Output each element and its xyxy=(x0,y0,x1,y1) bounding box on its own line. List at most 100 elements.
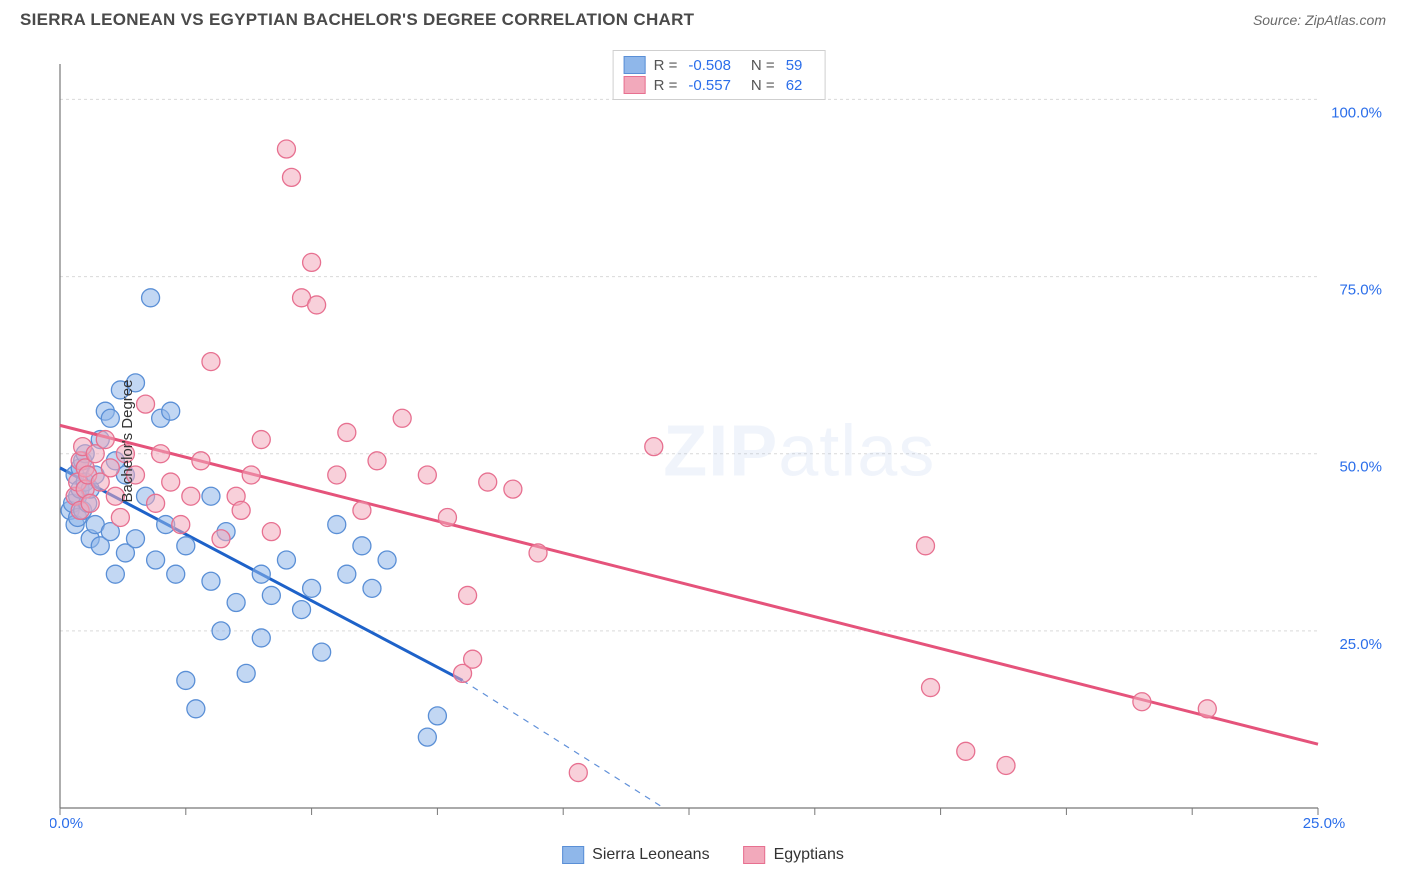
data-point xyxy=(237,664,255,682)
legend-label: Egyptians xyxy=(774,846,844,864)
source-label: Source: xyxy=(1253,12,1305,28)
data-point xyxy=(101,409,119,427)
data-point xyxy=(111,508,129,526)
legend-swatch-icon xyxy=(624,56,646,74)
y-tick-label: 50.0% xyxy=(1339,459,1382,476)
data-point xyxy=(353,537,371,555)
data-point xyxy=(282,168,300,186)
data-point xyxy=(328,516,346,534)
data-point xyxy=(192,452,210,470)
data-point xyxy=(147,494,165,512)
data-point xyxy=(338,565,356,583)
r-label: R = xyxy=(654,77,678,94)
data-point xyxy=(126,530,144,548)
n-value: 62 xyxy=(786,77,803,94)
data-point xyxy=(363,579,381,597)
data-point xyxy=(262,586,280,604)
data-point xyxy=(162,402,180,420)
source-value: ZipAtlas.com xyxy=(1305,12,1386,28)
data-point xyxy=(202,353,220,371)
series-legend: Sierra Leoneans Egyptians xyxy=(562,846,844,864)
data-point xyxy=(106,565,124,583)
chart-title: SIERRA LEONEAN VS EGYPTIAN BACHELOR'S DE… xyxy=(20,10,694,30)
legend-item: Egyptians xyxy=(744,846,844,864)
n-label: N = xyxy=(751,57,775,74)
data-point xyxy=(212,530,230,548)
data-point xyxy=(177,671,195,689)
data-point xyxy=(459,586,477,604)
data-point xyxy=(172,516,190,534)
data-point xyxy=(438,508,456,526)
data-point xyxy=(1198,700,1216,718)
legend-row: R =-0.508N =59 xyxy=(624,55,815,75)
r-value: -0.508 xyxy=(688,57,731,74)
data-point xyxy=(202,487,220,505)
y-axis-label: Bachelor's Degree xyxy=(119,380,136,503)
data-point xyxy=(212,622,230,640)
y-tick-label: 75.0% xyxy=(1339,282,1382,299)
legend-swatch-icon xyxy=(562,846,584,864)
data-point xyxy=(922,679,940,697)
data-point xyxy=(997,756,1015,774)
data-point xyxy=(262,523,280,541)
data-point xyxy=(167,565,185,583)
scatter-plot: 25.0% 50.0% 75.0% 100.0% 0.0% 25.0% ZIPatlas xyxy=(50,50,1388,832)
data-point xyxy=(393,409,411,427)
data-point xyxy=(418,466,436,484)
data-point xyxy=(137,395,155,413)
data-point xyxy=(368,452,386,470)
data-point xyxy=(338,423,356,441)
data-point xyxy=(147,551,165,569)
data-point xyxy=(313,643,331,661)
legend-swatch-icon xyxy=(624,76,646,94)
watermark: ZIPatlas xyxy=(663,412,935,492)
data-point xyxy=(187,700,205,718)
x-tick-label: 0.0% xyxy=(50,815,83,832)
data-point xyxy=(96,431,114,449)
data-point xyxy=(252,431,270,449)
data-point xyxy=(569,764,587,782)
y-tick-label: 25.0% xyxy=(1339,636,1382,653)
data-point xyxy=(152,445,170,463)
data-point xyxy=(464,650,482,668)
data-point xyxy=(202,572,220,590)
n-label: N = xyxy=(751,77,775,94)
data-point xyxy=(645,438,663,456)
data-point xyxy=(293,601,311,619)
data-point xyxy=(418,728,436,746)
data-point xyxy=(227,594,245,612)
y-tick-label: 100.0% xyxy=(1331,104,1382,121)
data-point xyxy=(353,501,371,519)
data-point xyxy=(101,459,119,477)
data-point xyxy=(277,551,295,569)
legend-item: Sierra Leoneans xyxy=(562,846,709,864)
legend-swatch-icon xyxy=(744,846,766,864)
legend-row: R =-0.557N =62 xyxy=(624,75,815,95)
data-point xyxy=(308,296,326,314)
data-point xyxy=(328,466,346,484)
data-point xyxy=(957,742,975,760)
data-point xyxy=(917,537,935,555)
legend-label: Sierra Leoneans xyxy=(592,846,709,864)
data-point xyxy=(232,501,250,519)
trend-line-extrapolated xyxy=(463,680,664,808)
data-point xyxy=(303,579,321,597)
data-point xyxy=(303,253,321,271)
data-point xyxy=(252,565,270,583)
source-credit: Source: ZipAtlas.com xyxy=(1253,12,1386,28)
data-point xyxy=(428,707,446,725)
plot-area: Bachelor's Degree R =-0.508N =59R =-0.55… xyxy=(50,50,1388,832)
data-point xyxy=(378,551,396,569)
data-point xyxy=(529,544,547,562)
data-point xyxy=(182,487,200,505)
data-point xyxy=(81,494,99,512)
data-point xyxy=(142,289,160,307)
data-point xyxy=(277,140,295,158)
n-value: 59 xyxy=(786,57,803,74)
correlation-legend: R =-0.508N =59R =-0.557N =62 xyxy=(613,50,826,100)
data-point xyxy=(177,537,195,555)
data-point xyxy=(1133,693,1151,711)
data-point xyxy=(162,473,180,491)
x-tick-label: 25.0% xyxy=(1303,815,1346,832)
data-point xyxy=(479,473,497,491)
